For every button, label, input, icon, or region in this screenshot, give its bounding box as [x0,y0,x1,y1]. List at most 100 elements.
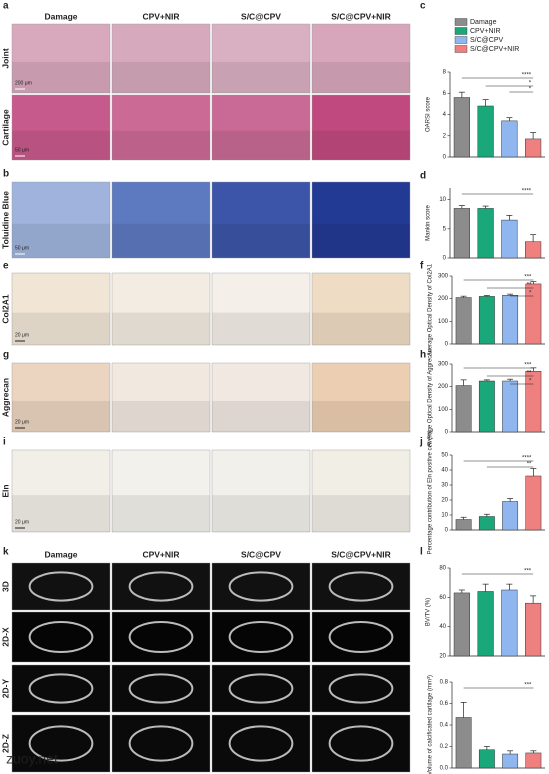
tissue-band [312,61,410,93]
y-axis-label: Average Optical Density of Col2A1 [428,263,434,356]
bar [525,602,542,657]
significance-label: * [529,87,532,93]
panel-letter: i [3,437,6,448]
bar [501,219,518,259]
y-axis-label: Volume of calcificated cartilage (mm³) [428,675,434,774]
significance-label: *** [524,683,532,689]
bar [478,296,495,345]
y-tick-label: 20 [439,654,446,660]
bone-shape [128,571,194,602]
y-tick-label: 200 [438,296,449,302]
image-panel [211,181,311,259]
tissue-band [312,495,410,532]
bone-shape [128,621,194,653]
bar [477,591,494,657]
row-label: Cartilage [0,109,10,146]
tissue-band [12,61,110,93]
y-tick-label: 0 [443,256,447,262]
image-panel [211,94,311,161]
bone-shape [228,571,294,602]
row-label: Toluidine Blue [0,191,10,249]
image-panel [111,664,211,713]
y-tick-label: 6 [443,91,447,97]
y-tick-label: 10 [439,197,446,203]
image-panel [311,611,411,663]
image-panel [311,181,411,259]
tissue-band [12,495,110,532]
significance-label: ** [527,371,532,377]
tissue-band [212,61,310,93]
significance-label: *** [524,363,532,369]
tissue-band [112,400,210,432]
legend-swatch [454,27,468,35]
scale-bar-label: 200 μm [15,80,32,86]
tissue-band [12,400,110,432]
watermark: zuoy.net [6,751,58,767]
y-tick-label: 300 [438,274,449,280]
image-panel [311,23,411,94]
row-label: Aggrecan [0,378,10,417]
row-label: Eln [0,484,10,497]
image-panel [11,94,111,161]
tissue-band [212,312,310,345]
row-label: Col2A1 [0,294,10,324]
panel-letter: c [420,1,426,12]
image-panel [311,94,411,161]
y-tick-label: 20 [441,498,448,504]
column-header: S/C@CPV+NIR [331,11,391,21]
y-tick-label: 0.2 [440,744,449,750]
y-tick-label: 100 [438,319,449,325]
y-tick-label: 50 [441,453,448,459]
panel-letter: h [420,350,426,361]
significance-label: ** [527,283,532,289]
image-panel [111,94,211,161]
bar [453,592,470,657]
y-axis-label: Average Optical Density of Aggrecan [428,349,434,447]
image-panel [11,449,111,533]
tissue-band [12,130,110,160]
y-tick-label: 40 [439,624,446,630]
tissue-band [312,312,410,345]
bone-shape [328,725,394,762]
column-header: S/C@CPV [241,11,281,21]
bar [478,380,495,433]
tissue-band [12,223,110,258]
scale-bar-label: 20 μm [15,332,29,338]
bar [525,283,542,345]
y-tick-label: 10 [441,513,448,519]
bone-shape [328,621,394,653]
column-header: CPV+NIR [142,549,179,559]
image-panel [11,362,111,433]
bar [502,753,519,769]
y-tick-label: 300 [438,362,449,368]
scale-bar-label: 20 μm [15,419,29,425]
y-tick-label: 5 [443,226,447,232]
bar [477,208,494,259]
row-label: 3D [0,581,10,592]
tissue-band [212,223,310,258]
legend-swatch [454,36,468,44]
image-panel [11,611,111,663]
significance-label: **** [522,456,532,462]
y-tick-label: 200 [438,384,449,390]
y-axis-label: BV/TV (%) [426,598,432,626]
image-panel [211,714,311,773]
tissue-band [312,223,410,258]
tissue-band [112,312,210,345]
image-panel [311,362,411,433]
bone-shape [28,571,94,602]
y-axis-label: OARSI score [426,96,432,132]
tissue-band [212,130,310,160]
scale-bar-label: 50 μm [15,245,29,251]
bone-shape [228,673,294,704]
image-panel [11,562,111,611]
panel-letter: d [420,171,426,182]
image-panel [111,714,211,773]
bar [525,475,542,531]
row-label: 2D-X [0,627,10,647]
column-header: S/C@CPV [241,549,281,559]
column-header: CPV+NIR [142,11,179,21]
image-panel [111,23,211,94]
